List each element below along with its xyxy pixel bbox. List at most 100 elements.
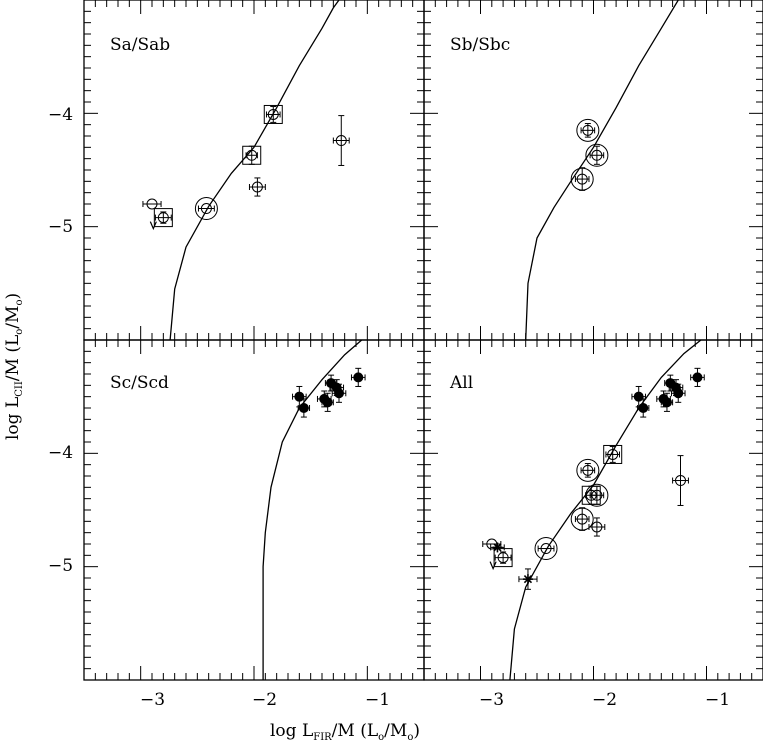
outer-circle-marker: [570, 167, 594, 191]
filled-circle-marker: [353, 372, 364, 383]
upper-limit-arrow: [149, 221, 157, 231]
filled-circle-marker: [334, 388, 344, 399]
data-point-open-circle-in-square: [242, 145, 262, 165]
panel-label-sa-sab: Sa/Sab: [110, 35, 170, 55]
data-point-star: [518, 568, 538, 590]
data-point-open-circle: [672, 455, 689, 506]
outer-circle-marker: [585, 483, 609, 507]
outer-circle-marker: [576, 458, 600, 482]
data-point-open-circle-in-square: [489, 548, 513, 571]
data-point-open-circle: [248, 177, 266, 197]
model-curve: [169, 0, 340, 340]
outer-circle-marker: [570, 507, 594, 531]
data-point-open-circle: [142, 198, 162, 210]
outer-square-marker: [242, 145, 262, 165]
data-point-open-circle-in-circle: [576, 118, 600, 142]
data-point-filled-circle: [297, 398, 311, 418]
data-point-open-circle-in-square: [149, 208, 173, 231]
panel-plot-area: [482, 340, 705, 680]
open-circle-marker: [576, 513, 588, 525]
outer-circle-marker: [576, 118, 600, 142]
filled-circle-marker: [633, 391, 644, 402]
upper-limit-arrow: [489, 561, 497, 571]
data-point-open-circle-in-circle: [194, 197, 218, 221]
panel-bottom-left: [83, 339, 425, 681]
outer-square-marker: [263, 104, 283, 124]
data-point-filled-circle: [660, 392, 674, 412]
open-circle-marker: [251, 181, 263, 193]
ytick-label-bottom-m5: −5: [48, 556, 73, 576]
filled-circle-marker: [638, 403, 649, 413]
data-point-open-circle-in-circle: [570, 507, 594, 531]
data-point-open-circle-in-circle: [570, 167, 594, 191]
xtick-label-left-m3: −3: [140, 690, 165, 710]
open-circle-marker: [582, 124, 594, 136]
outer-circle-marker: [534, 537, 558, 561]
xtick-label-right-m2: −2: [592, 690, 617, 710]
data-point-star: [490, 542, 505, 553]
panel-label-sc-scd: Sc/Scd: [110, 373, 169, 393]
xtick-label-left-m1: −1: [365, 690, 390, 710]
open-circle-marker: [267, 108, 279, 120]
data-point-open-circle-in-circle: [585, 483, 609, 507]
filled-circle-marker: [322, 397, 333, 408]
outer-square-marker: [153, 208, 173, 228]
outer-square-marker: [493, 548, 513, 568]
data-point-open-circle: [332, 115, 350, 166]
model-curve: [525, 0, 679, 340]
outer-circle-marker: [194, 197, 218, 221]
panel-label-all: All: [449, 373, 473, 393]
panel-frame: [423, 339, 763, 681]
open-circle-marker: [582, 464, 594, 476]
open-circle-marker: [591, 521, 603, 533]
filled-circle-marker: [298, 403, 309, 413]
filled-circle-marker: [294, 391, 305, 402]
y-axis-label: log LCII/M (Lo/Mo): [3, 293, 25, 440]
data-point-open-circle-in-circle: [534, 537, 558, 561]
panel-plot-area: [262, 340, 366, 680]
ytick-label-top-m5: −5: [48, 217, 73, 237]
data-point-filled-circle: [670, 383, 686, 403]
open-circle-marker: [157, 212, 169, 224]
star-marker-arm: [493, 543, 502, 552]
xtick-label-left-m2: −2: [252, 690, 277, 710]
xtick-label-right-m3: −3: [479, 690, 504, 710]
open-circle-marker: [675, 475, 687, 487]
open-circle-marker: [591, 149, 603, 161]
data-point-filled-circle: [690, 367, 705, 387]
panel-bottom-right: [423, 339, 763, 681]
open-circle-marker: [246, 149, 258, 161]
data-point-filled-circle: [637, 398, 650, 418]
x-axis-label: log LFIR/M (Lo/Mo): [270, 721, 420, 743]
data-point-open-circle: [588, 517, 606, 537]
filled-circle-marker: [692, 372, 703, 383]
panel-plot-area: [142, 0, 350, 340]
open-circle-marker: [540, 543, 552, 555]
data-point-filled-circle: [350, 367, 366, 387]
panel-label-sb-sbc: Sb/Sbc: [450, 35, 510, 55]
open-circle-marker: [335, 135, 347, 147]
data-point-open-circle-in-square: [263, 104, 283, 124]
data-point-open-circle-in-circle: [585, 143, 609, 167]
open-circle-marker: [607, 448, 619, 460]
outer-square-marker: [603, 444, 623, 464]
panel-plot-area: [525, 0, 679, 340]
xtick-label-right-m1: −1: [705, 690, 730, 710]
data-point-filled-circle: [321, 392, 334, 412]
open-circle-marker: [576, 173, 588, 185]
filled-circle-marker: [661, 397, 672, 408]
model-curve: [262, 340, 363, 680]
data-point-filled-circle: [331, 383, 347, 403]
panels-group: [83, 0, 763, 681]
data-point-filled-circle: [631, 385, 646, 408]
outer-circle-marker: [585, 143, 609, 167]
open-circle-marker: [146, 198, 158, 210]
ytick-label-bottom-m4: −4: [48, 443, 73, 463]
open-circle-marker: [200, 203, 212, 215]
open-circle-marker: [497, 552, 509, 564]
star-marker-arm: [523, 575, 533, 584]
ytick-label-top-m4: −4: [48, 105, 73, 125]
data-point-open-circle-in-circle: [576, 458, 600, 482]
open-circle-marker: [591, 489, 603, 501]
